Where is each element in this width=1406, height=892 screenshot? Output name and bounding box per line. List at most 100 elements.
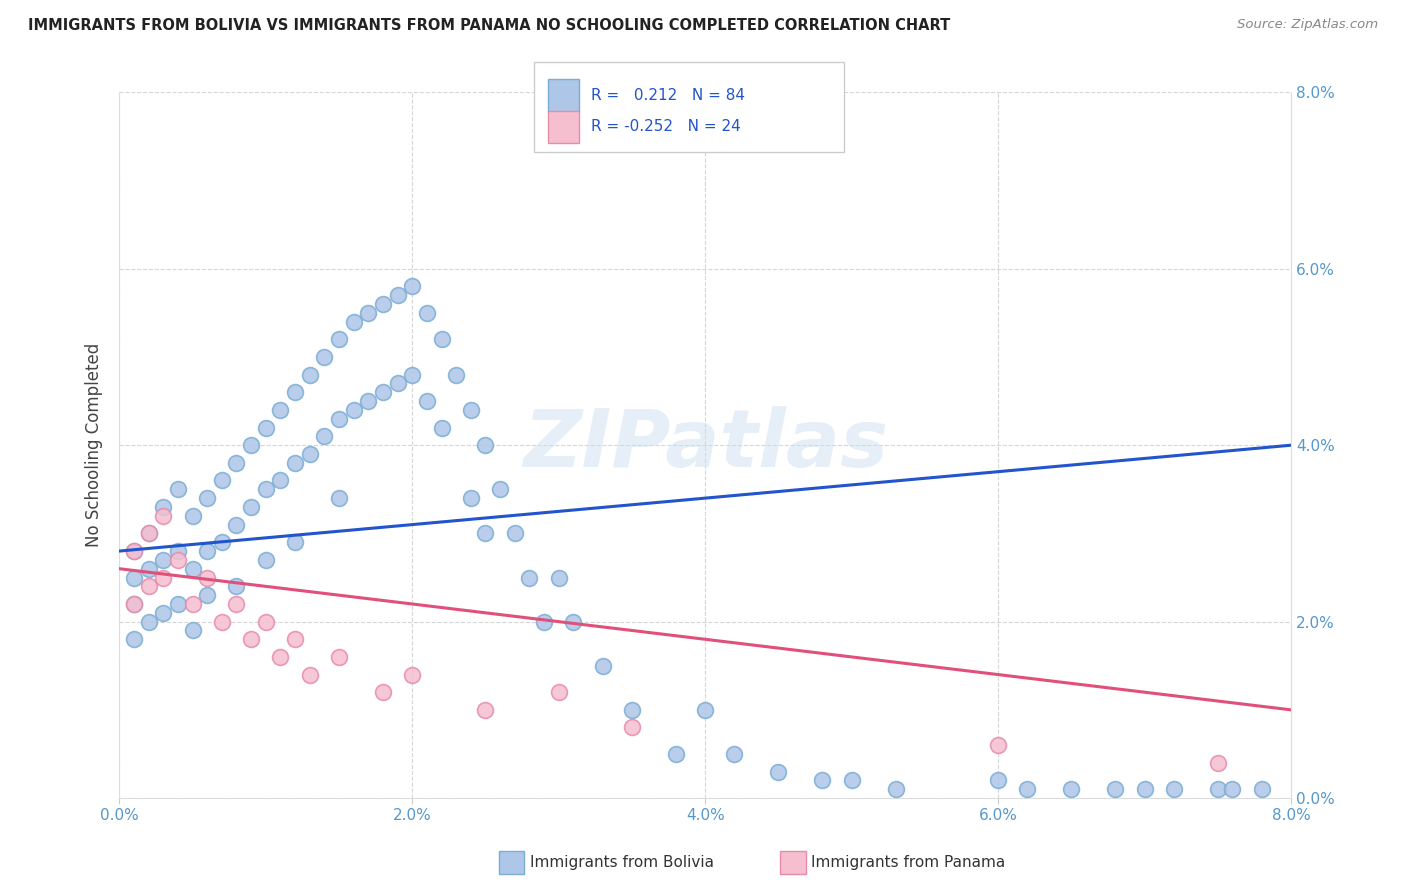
Point xyxy=(620,703,643,717)
Text: R = -0.252   N = 24: R = -0.252 N = 24 xyxy=(591,120,741,134)
Point xyxy=(254,615,277,629)
Point xyxy=(284,385,307,400)
Point xyxy=(240,500,263,514)
Point xyxy=(225,517,247,532)
Point xyxy=(987,773,1010,788)
Text: ZIPatlas: ZIPatlas xyxy=(523,406,887,484)
Point xyxy=(269,474,291,488)
Point xyxy=(181,508,204,523)
Point xyxy=(152,553,174,567)
Point xyxy=(328,491,350,505)
Point xyxy=(695,703,717,717)
Point xyxy=(401,368,423,382)
Point xyxy=(269,403,291,417)
Point xyxy=(284,456,307,470)
Point xyxy=(444,368,467,382)
Point xyxy=(401,279,423,293)
Text: R =   0.212   N = 84: R = 0.212 N = 84 xyxy=(591,88,745,103)
Point xyxy=(152,508,174,523)
Point xyxy=(195,588,218,602)
Point xyxy=(416,394,439,409)
Point xyxy=(138,579,160,593)
Point xyxy=(987,738,1010,752)
Point xyxy=(1206,756,1229,770)
Point xyxy=(430,332,453,346)
Point xyxy=(314,429,336,443)
Point xyxy=(768,764,790,779)
Point xyxy=(460,403,482,417)
Point xyxy=(357,394,380,409)
Point xyxy=(723,747,745,761)
Point xyxy=(1017,782,1039,797)
Point xyxy=(211,535,233,549)
Point xyxy=(1250,782,1272,797)
Point xyxy=(152,570,174,584)
Point xyxy=(1163,782,1185,797)
Point xyxy=(519,570,541,584)
Point xyxy=(314,350,336,364)
Point xyxy=(343,403,366,417)
Point xyxy=(138,562,160,576)
Point xyxy=(474,438,496,452)
Point xyxy=(122,632,145,647)
Point xyxy=(122,597,145,611)
Point xyxy=(225,597,247,611)
Point xyxy=(1133,782,1156,797)
Point xyxy=(122,544,145,558)
Point xyxy=(122,597,145,611)
Point xyxy=(841,773,863,788)
Point xyxy=(357,306,380,320)
Point xyxy=(181,624,204,638)
Point xyxy=(240,632,263,647)
Point xyxy=(1104,782,1126,797)
Text: Immigrants from Panama: Immigrants from Panama xyxy=(811,855,1005,870)
Point xyxy=(181,562,204,576)
Point xyxy=(167,544,190,558)
Point xyxy=(122,570,145,584)
Point xyxy=(195,544,218,558)
Point xyxy=(562,615,585,629)
Point xyxy=(387,288,409,302)
Point xyxy=(1222,782,1244,797)
Point xyxy=(474,526,496,541)
Point xyxy=(211,474,233,488)
Point xyxy=(1206,782,1229,797)
Point xyxy=(225,456,247,470)
Point xyxy=(167,553,190,567)
Point xyxy=(254,420,277,434)
Point xyxy=(181,597,204,611)
Text: Source: ZipAtlas.com: Source: ZipAtlas.com xyxy=(1237,18,1378,31)
Point xyxy=(328,332,350,346)
Point xyxy=(460,491,482,505)
Point xyxy=(122,544,145,558)
Point xyxy=(547,570,569,584)
Point xyxy=(884,782,907,797)
Point xyxy=(547,685,569,699)
Point xyxy=(371,297,394,311)
Point xyxy=(240,438,263,452)
Point xyxy=(254,553,277,567)
Point xyxy=(489,483,512,497)
Point xyxy=(592,658,614,673)
Point xyxy=(1060,782,1083,797)
Point xyxy=(138,526,160,541)
Point xyxy=(152,500,174,514)
Point xyxy=(416,306,439,320)
Point xyxy=(195,570,218,584)
Point xyxy=(167,597,190,611)
Point xyxy=(371,685,394,699)
Y-axis label: No Schooling Completed: No Schooling Completed xyxy=(86,343,103,548)
Point xyxy=(225,579,247,593)
Point xyxy=(430,420,453,434)
Point xyxy=(387,376,409,391)
Point xyxy=(211,615,233,629)
Point xyxy=(503,526,526,541)
Point xyxy=(811,773,834,788)
Point xyxy=(254,483,277,497)
Point xyxy=(195,491,218,505)
Point xyxy=(343,315,366,329)
Point xyxy=(371,385,394,400)
Point xyxy=(284,535,307,549)
Text: Immigrants from Bolivia: Immigrants from Bolivia xyxy=(530,855,714,870)
Point xyxy=(298,667,321,681)
